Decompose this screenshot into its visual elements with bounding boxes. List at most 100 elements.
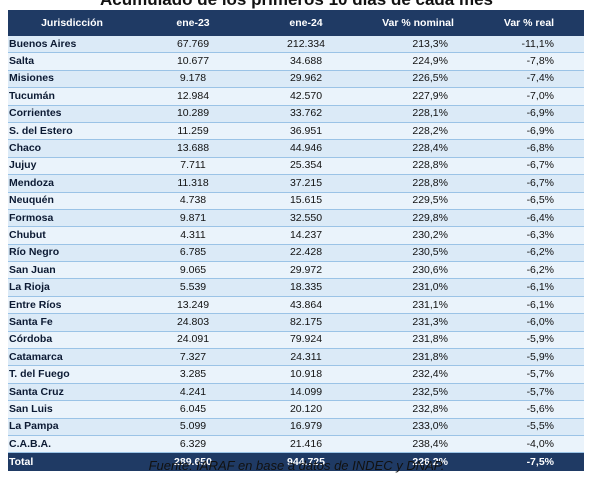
var-real-cell: -6,8% bbox=[474, 139, 584, 158]
var-real-cell: -7,8% bbox=[474, 52, 584, 71]
table-row: Mendoza 11.318 37.215 228,8% -6,7% bbox=[8, 174, 584, 193]
ene-23-cell: 9.065 bbox=[136, 261, 250, 280]
ene-23-cell: 7.711 bbox=[136, 157, 250, 176]
ene-24-cell: 24.311 bbox=[250, 348, 362, 367]
ene-24-cell: 36.951 bbox=[250, 122, 362, 141]
ene-24-cell: 22.428 bbox=[250, 244, 362, 263]
jurisdiccion-cell: Corrientes bbox=[8, 105, 136, 123]
ene-23-cell: 9.871 bbox=[136, 209, 250, 228]
var-nominal-cell: 231,0% bbox=[362, 278, 474, 297]
jurisdiccion-cell: Chubut bbox=[8, 226, 136, 245]
ene-24-cell: 33.762 bbox=[250, 105, 362, 123]
var-real-cell: -6,0% bbox=[474, 313, 584, 332]
table-row: Tucumán 12.984 42.570 227,9% -7,0% bbox=[8, 87, 584, 106]
var-nominal-cell: 228,2% bbox=[362, 122, 474, 141]
table-row: S. del Estero 11.259 36.951 228,2% -6,9% bbox=[8, 122, 584, 141]
var-real-cell: -6,7% bbox=[474, 174, 584, 193]
var-nominal-cell: 238,4% bbox=[362, 435, 474, 454]
ene-24-cell: 79.924 bbox=[250, 331, 362, 350]
table-row: Buenos Aires 67.769 212.334 213,3% -11,1% bbox=[8, 36, 584, 54]
ene-24-cell: 20.120 bbox=[250, 400, 362, 419]
jurisdiccion-cell: Misiones bbox=[8, 70, 136, 89]
var-real-cell: -6,5% bbox=[474, 192, 584, 210]
jurisdiccion-cell: T. del Fuego bbox=[8, 365, 136, 384]
var-nominal-cell: 230,6% bbox=[362, 261, 474, 280]
var-real-cell: -5,7% bbox=[474, 383, 584, 402]
ene-24-cell: 82.175 bbox=[250, 313, 362, 332]
ene-24-cell: 37.215 bbox=[250, 174, 362, 193]
table-row: T. del Fuego 3.285 10.918 232,4% -5,7% bbox=[8, 365, 584, 384]
header-var-real: Var % real bbox=[474, 10, 584, 36]
var-real-cell: -6,2% bbox=[474, 244, 584, 263]
jurisdiction-table: Jurisdicción ene-23 ene-24 Var % nominal… bbox=[8, 10, 584, 472]
table-title: Acumulado de los primeros 10 días de cad… bbox=[0, 0, 593, 10]
total-row: Total 289.650 944.725 226,2% -7,5% bbox=[8, 452, 584, 472]
var-real-cell: -7,4% bbox=[474, 70, 584, 89]
var-real-cell: -6,9% bbox=[474, 105, 584, 123]
ene-23-cell: 3.285 bbox=[136, 365, 250, 384]
var-real-cell: -5,9% bbox=[474, 331, 584, 350]
table-row: Neuquén 4.738 15.615 229,5% -6,5% bbox=[8, 192, 584, 210]
ene-24-cell: 10.918 bbox=[250, 365, 362, 384]
var-nominal-cell: 226,5% bbox=[362, 70, 474, 89]
ene-24-cell: 29.972 bbox=[250, 261, 362, 280]
var-nominal-cell: 224,9% bbox=[362, 52, 474, 71]
ene-23-cell: 9.178 bbox=[136, 70, 250, 89]
var-nominal-cell: 231,3% bbox=[362, 313, 474, 332]
total-var-real: -7,5% bbox=[474, 452, 584, 472]
ene-24-cell: 43.864 bbox=[250, 296, 362, 315]
var-nominal-cell: 228,8% bbox=[362, 157, 474, 176]
table-row: Formosa 9.871 32.550 229,8% -6,4% bbox=[8, 209, 584, 228]
var-nominal-cell: 232,8% bbox=[362, 400, 474, 419]
total-ene-24: 944.725 bbox=[250, 452, 362, 472]
jurisdiccion-cell: Río Negro bbox=[8, 244, 136, 263]
ene-24-cell: 14.099 bbox=[250, 383, 362, 402]
header-ene-23: ene-23 bbox=[136, 10, 250, 36]
var-real-cell: -6,1% bbox=[474, 278, 584, 297]
ene-23-cell: 6.785 bbox=[136, 244, 250, 263]
var-nominal-cell: 232,5% bbox=[362, 383, 474, 402]
var-real-cell: -6,1% bbox=[474, 296, 584, 315]
table-row: Entre Ríos 13.249 43.864 231,1% -6,1% bbox=[8, 296, 584, 315]
var-nominal-cell: 229,5% bbox=[362, 192, 474, 210]
var-real-cell: -6,4% bbox=[474, 209, 584, 228]
var-real-cell: -6,2% bbox=[474, 261, 584, 280]
total-var-nominal: 226,2% bbox=[362, 452, 474, 472]
var-real-cell: -7,0% bbox=[474, 87, 584, 106]
header-row: Jurisdicción ene-23 ene-24 Var % nominal… bbox=[8, 10, 584, 36]
table-row: Córdoba 24.091 79.924 231,8% -5,9% bbox=[8, 331, 584, 350]
ene-24-cell: 212.334 bbox=[250, 36, 362, 54]
ene-23-cell: 13.249 bbox=[136, 296, 250, 315]
table-row: Chaco 13.688 44.946 228,4% -6,8% bbox=[8, 139, 584, 158]
var-nominal-cell: 231,8% bbox=[362, 331, 474, 350]
header-var-nominal: Var % nominal bbox=[362, 10, 474, 36]
table-row: La Rioja 5.539 18.335 231,0% -6,1% bbox=[8, 278, 584, 297]
ene-24-cell: 42.570 bbox=[250, 87, 362, 106]
jurisdiccion-cell: La Pampa bbox=[8, 418, 136, 436]
ene-24-cell: 29.962 bbox=[250, 70, 362, 89]
ene-24-cell: 15.615 bbox=[250, 192, 362, 210]
jurisdiccion-cell: La Rioja bbox=[8, 278, 136, 297]
table-row: San Juan 9.065 29.972 230,6% -6,2% bbox=[8, 261, 584, 280]
ene-24-cell: 44.946 bbox=[250, 139, 362, 158]
ene-23-cell: 6.045 bbox=[136, 400, 250, 419]
var-nominal-cell: 231,8% bbox=[362, 348, 474, 367]
ene-23-cell: 4.241 bbox=[136, 383, 250, 402]
table-row: Santa Cruz 4.241 14.099 232,5% -5,7% bbox=[8, 383, 584, 402]
table-row: Salta 10.677 34.688 224,9% -7,8% bbox=[8, 52, 584, 71]
jurisdiccion-cell: Santa Cruz bbox=[8, 383, 136, 402]
ene-24-cell: 18.335 bbox=[250, 278, 362, 297]
var-real-cell: -5,7% bbox=[474, 365, 584, 384]
ene-23-cell: 11.259 bbox=[136, 122, 250, 141]
var-real-cell: -6,3% bbox=[474, 226, 584, 245]
jurisdiccion-cell: Chaco bbox=[8, 139, 136, 158]
ene-24-cell: 25.354 bbox=[250, 157, 362, 176]
var-nominal-cell: 228,8% bbox=[362, 174, 474, 193]
jurisdiccion-cell: Mendoza bbox=[8, 174, 136, 193]
var-nominal-cell: 213,3% bbox=[362, 36, 474, 54]
ene-23-cell: 4.738 bbox=[136, 192, 250, 210]
jurisdiccion-cell: Tucumán bbox=[8, 87, 136, 106]
jurisdiccion-cell: Córdoba bbox=[8, 331, 136, 350]
ene-23-cell: 5.099 bbox=[136, 418, 250, 436]
jurisdiccion-cell: Salta bbox=[8, 52, 136, 71]
